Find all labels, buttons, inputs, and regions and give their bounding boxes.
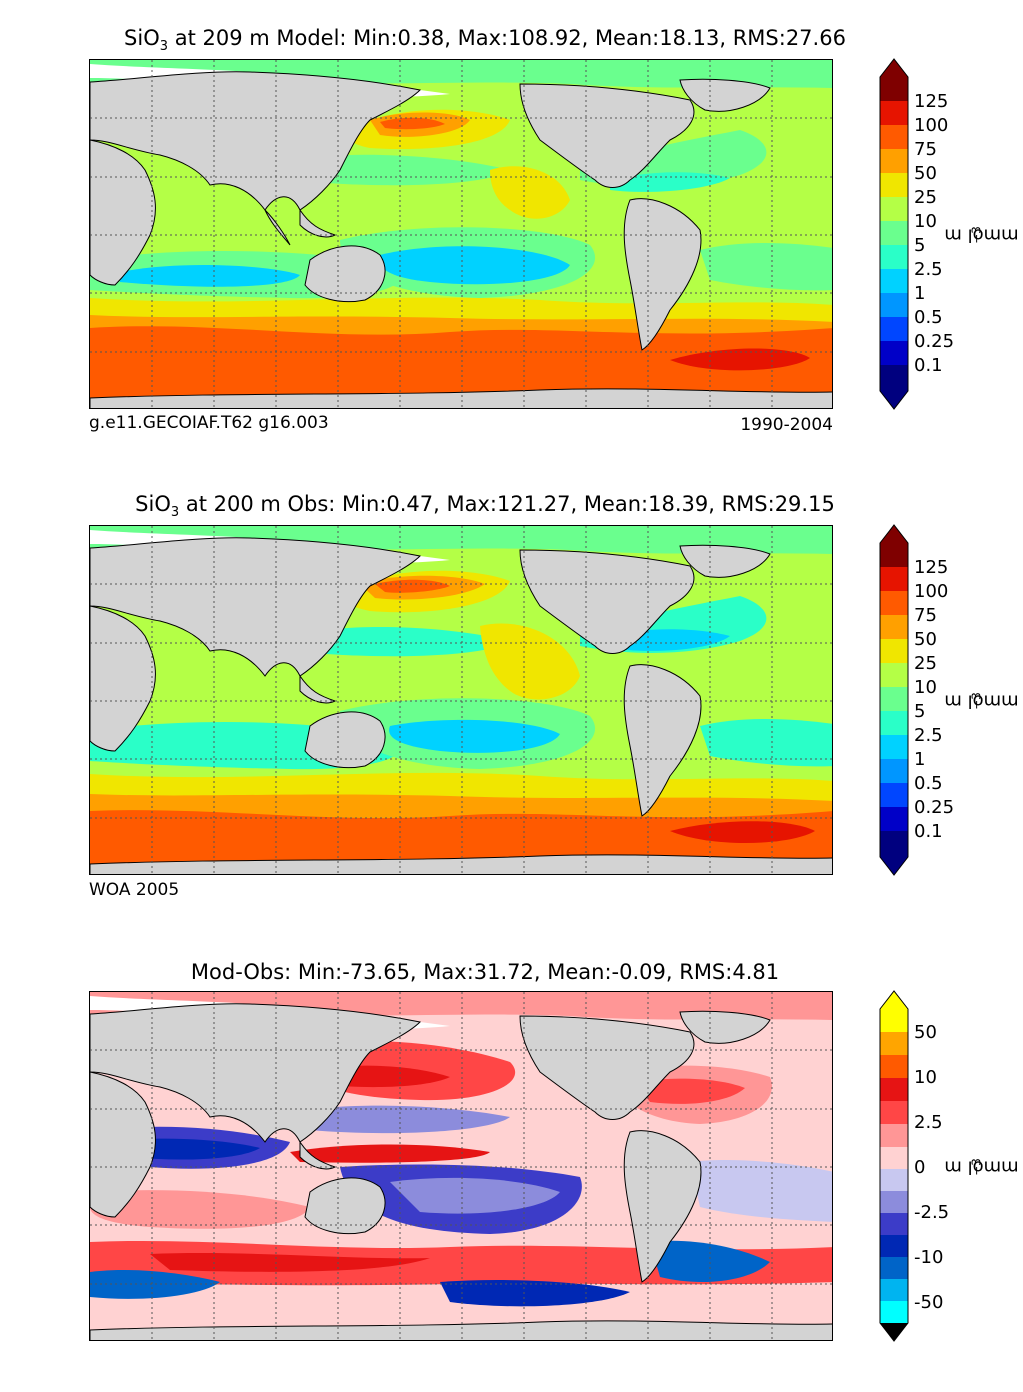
model-colorbar-tick: 5 — [914, 235, 926, 256]
obs-panel: SiO3 at 200 m Obs: Min:0.47, Max:121.27,… — [0, 466, 1023, 926]
diff-colorbar-tick: 50 — [914, 1022, 937, 1043]
obs-units-label: mmol m −3 — [943, 690, 1019, 712]
model-colorbar-tick: 75 — [914, 139, 937, 160]
model-colorbar-tick: 10 — [914, 211, 937, 232]
diff-colorbar-tick: 2.5 — [914, 1112, 943, 1133]
model-map — [89, 59, 833, 409]
model-colorbar-tick: 50 — [914, 163, 937, 184]
obs-colorbar-tick: 0.1 — [914, 821, 943, 842]
model-colorbar-tick: 2.5 — [914, 259, 943, 280]
obs-source-label: WOA 2005 — [89, 880, 180, 900]
obs-colorbar — [879, 524, 909, 876]
diff-map — [89, 991, 833, 1341]
obs-colorbar-tick: 25 — [914, 653, 937, 674]
diff-units-label: mmol m −3 — [943, 1156, 1019, 1178]
obs-colorbar-tick: 50 — [914, 629, 937, 650]
model-colorbar-tick: 0.1 — [914, 355, 943, 376]
model-colorbar-tick: 1 — [914, 283, 926, 304]
model-colorbar — [879, 58, 909, 410]
diff-panel: Mod-Obs: Min:-73.65, Max:31.72, Mean:-0.… — [0, 932, 1023, 1392]
obs-colorbar-tick: 75 — [914, 605, 937, 626]
obs-colorbar-tick: 125 — [914, 557, 949, 578]
obs-map — [89, 525, 833, 875]
diff-colorbar — [879, 990, 909, 1342]
obs-colorbar-tick: 10 — [914, 677, 937, 698]
model-period-label: 1990-2004 — [740, 415, 833, 435]
obs-colorbar-tick: 5 — [914, 701, 926, 722]
diff-colorbar-tick: -10 — [914, 1247, 944, 1268]
model-colorbar-tick: 0.25 — [914, 331, 955, 352]
obs-colorbar-tick: 1 — [914, 749, 926, 770]
diff-colorbar-tick: -2.5 — [914, 1202, 950, 1223]
model-colorbar-tick: 125 — [914, 91, 949, 112]
model-source-label: g.e11.GECOIAF.T62 g16.003 — [89, 413, 329, 433]
diff-colorbar-tick: 10 — [914, 1067, 937, 1088]
obs-colorbar-tick: 2.5 — [914, 725, 943, 746]
model-colorbar-tick: 100 — [914, 115, 949, 136]
model-colorbar-tick: 25 — [914, 187, 937, 208]
obs-colorbar-tick: 0.25 — [914, 797, 955, 818]
diff-colorbar-tick: 0 — [914, 1157, 926, 1178]
model-panel-title: SiO3 at 209 m Model: Min:0.38, Max:108.9… — [124, 26, 846, 55]
diff-colorbar-tick: -50 — [914, 1292, 944, 1313]
model-colorbar-tick: 0.5 — [914, 307, 943, 328]
model-units-label: mmol m −3 — [943, 224, 1019, 246]
obs-colorbar-tick: 100 — [914, 581, 949, 602]
obs-panel-title: SiO3 at 200 m Obs: Min:0.47, Max:121.27,… — [135, 492, 835, 521]
obs-colorbar-tick: 0.5 — [914, 773, 943, 794]
model-panel: SiO3 at 209 m Model: Min:0.38, Max:108.9… — [0, 0, 1023, 460]
diff-panel-title: Mod-Obs: Min:-73.65, Max:31.72, Mean:-0.… — [190, 960, 780, 984]
